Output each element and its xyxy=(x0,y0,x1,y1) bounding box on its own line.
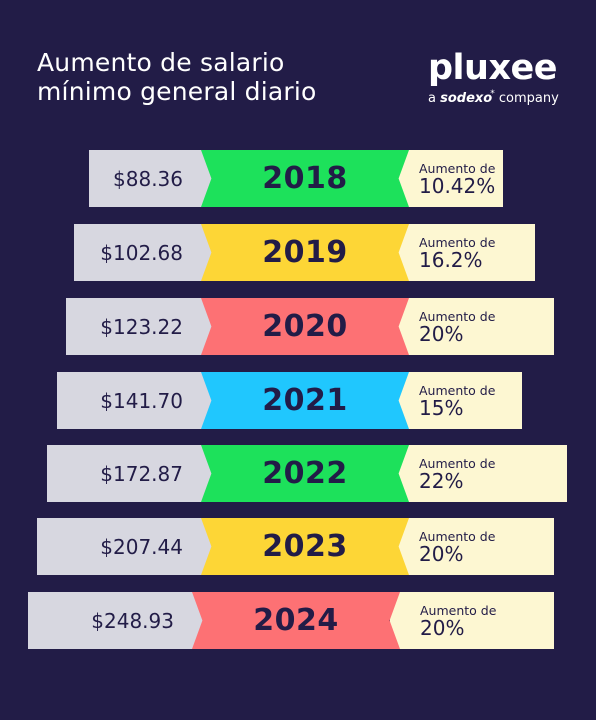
amount-value: $207.44 xyxy=(100,534,183,559)
pluxee-logo: pluxee a sodexo* company xyxy=(428,48,559,107)
increase-cell: Aumento de 16.2% xyxy=(389,224,535,281)
increase-cell: Aumento de 20% xyxy=(389,518,554,575)
amount-cell: $88.36 xyxy=(89,150,213,207)
year-label: 2019 xyxy=(262,235,348,270)
title-line-1: Aumento de salario xyxy=(37,48,285,77)
amount-cell: $207.44 xyxy=(37,518,213,575)
title-line-2: mínimo general diario xyxy=(37,77,317,106)
year-label: 2022 xyxy=(262,456,348,491)
amount-cell: $123.22 xyxy=(66,298,213,355)
increase-cell: Aumento de 10.42% xyxy=(389,150,503,207)
year-label: 2023 xyxy=(262,529,348,564)
increase-percent: 16.2% xyxy=(419,247,483,272)
brand-star-icon: * xyxy=(490,89,495,99)
amount-value: $172.87 xyxy=(100,461,183,486)
increase-label: Aumento de xyxy=(420,602,497,618)
salary-row-2018: $88.36 Aumento de 10.42% 2018 xyxy=(89,150,503,207)
amount-cell: $102.68 xyxy=(74,224,213,281)
year-label: 2021 xyxy=(262,383,348,418)
increase-label: Aumento de xyxy=(419,160,496,176)
increase-percent: 15% xyxy=(419,395,464,420)
amount-cell: $172.87 xyxy=(47,445,213,502)
increase-label: Aumento de xyxy=(419,528,496,544)
increase-percent: 20% xyxy=(419,541,464,566)
brand-tagline: a sodexo* company xyxy=(428,86,559,107)
increase-percent: 22% xyxy=(419,468,464,493)
increase-percent: 20% xyxy=(420,615,465,640)
salary-row-2021: $141.70 Aumento de 15% 2021 xyxy=(57,372,522,429)
year-ribbon: 2021 xyxy=(201,372,409,429)
amount-cell: $248.93 xyxy=(28,592,204,649)
year-ribbon: 2024 xyxy=(192,592,400,649)
salary-row-2019: $102.68 Aumento de 16.2% 2019 xyxy=(74,224,535,281)
increase-label: Aumento de xyxy=(419,234,496,250)
salary-row-2024: $248.93 Aumento de 20% 2024 xyxy=(28,592,554,649)
year-ribbon: 2023 xyxy=(201,518,409,575)
year-ribbon: 2020 xyxy=(201,298,409,355)
increase-percent: 10.42% xyxy=(419,173,496,198)
increase-label: Aumento de xyxy=(419,382,496,398)
increase-cell: Aumento de 15% xyxy=(389,372,522,429)
salary-row-2023: $207.44 Aumento de 20% 2023 xyxy=(37,518,554,575)
page-title: Aumento de salario mínimo general diario xyxy=(37,48,317,106)
year-ribbon: 2019 xyxy=(201,224,409,281)
amount-value: $88.36 xyxy=(113,166,183,191)
amount-value: $102.68 xyxy=(100,240,183,265)
increase-percent: 20% xyxy=(419,321,464,346)
year-ribbon: 2018 xyxy=(201,150,409,207)
amount-cell: $141.70 xyxy=(57,372,213,429)
brand-tag-company: sodexo xyxy=(440,91,493,106)
year-label: 2024 xyxy=(253,603,339,638)
amount-value: $123.22 xyxy=(100,314,183,339)
year-label: 2020 xyxy=(262,309,348,344)
amount-value: $248.93 xyxy=(91,608,174,633)
increase-cell: Aumento de 22% xyxy=(389,445,567,502)
increase-label: Aumento de xyxy=(419,308,496,324)
amount-value: $141.70 xyxy=(100,388,183,413)
brand-tag-suffix: company xyxy=(498,91,559,106)
salary-row-2022: $172.87 Aumento de 22% 2022 xyxy=(47,445,567,502)
salary-row-2020: $123.22 Aumento de 20% 2020 xyxy=(66,298,554,355)
year-label: 2018 xyxy=(262,161,348,196)
year-ribbon: 2022 xyxy=(201,445,409,502)
brand-name: pluxee xyxy=(428,48,558,88)
increase-cell: Aumento de 20% xyxy=(389,298,554,355)
increase-label: Aumento de xyxy=(419,455,496,471)
brand-tag-prefix: a xyxy=(428,91,436,106)
increase-cell: Aumento de 20% xyxy=(390,592,554,649)
